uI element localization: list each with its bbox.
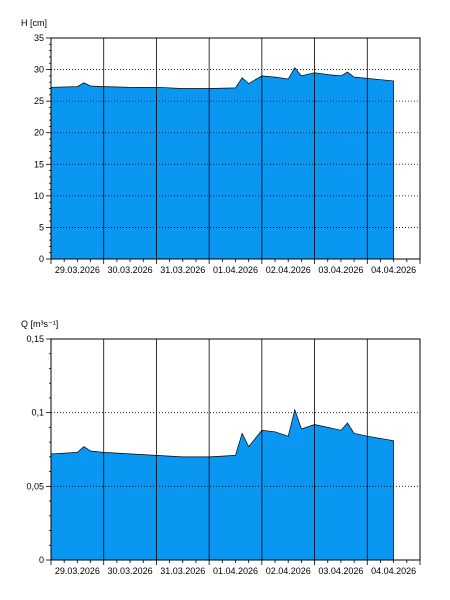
y-tick-label: 30 [34,65,44,75]
y-tick-label: 15 [34,159,44,169]
y-tick-label: 5 [39,222,44,232]
x-tick-label: 29.03.2026 [55,566,100,576]
y-axis-title: Q [m³s⁻¹] [21,319,58,329]
y-tick-label: 25 [34,96,44,106]
chart-panel-water-level: 0 5 10 15 20 25 30 35 29.03.2026 30.03.2026 31.03.… [21,18,421,275]
y-tick-label: 0 [39,254,44,264]
series-area [50,67,394,260]
x-tick-label: 04.04.2026 [371,265,416,275]
y-tick-label: 20 [34,128,44,138]
y-tick-label: 0,05 [26,481,44,491]
y-tick-label: 0,15 [26,334,44,344]
x-tick-label: 30.03.2026 [108,265,153,275]
y-tick-label: 35 [34,33,44,43]
y-tick-label: 0,1 [31,408,44,418]
x-tick-label: 01.04.2026 [213,566,258,576]
x-tick-label: 31.03.2026 [160,566,205,576]
x-tick-label: 31.03.2026 [160,265,205,275]
x-tick-label: 29.03.2026 [55,265,100,275]
y-tick-label: 0 [39,555,44,565]
x-tick-label: 02.04.2026 [266,265,311,275]
x-tick-label: 01.04.2026 [213,265,258,275]
x-tick-label: 03.04.2026 [318,265,363,275]
chart-panel-discharge: 0 0,05 0,1 0,15 29.03.2026 30.03.2026 31.03.20… [21,319,421,576]
x-tick-label: 03.04.2026 [318,566,363,576]
y-tick-label: 10 [34,191,44,201]
x-tick-label: 30.03.2026 [108,566,153,576]
x-tick-label: 04.04.2026 [371,566,416,576]
y-axis-title: H [cm] [21,18,47,28]
x-tick-label: 02.04.2026 [266,566,311,576]
